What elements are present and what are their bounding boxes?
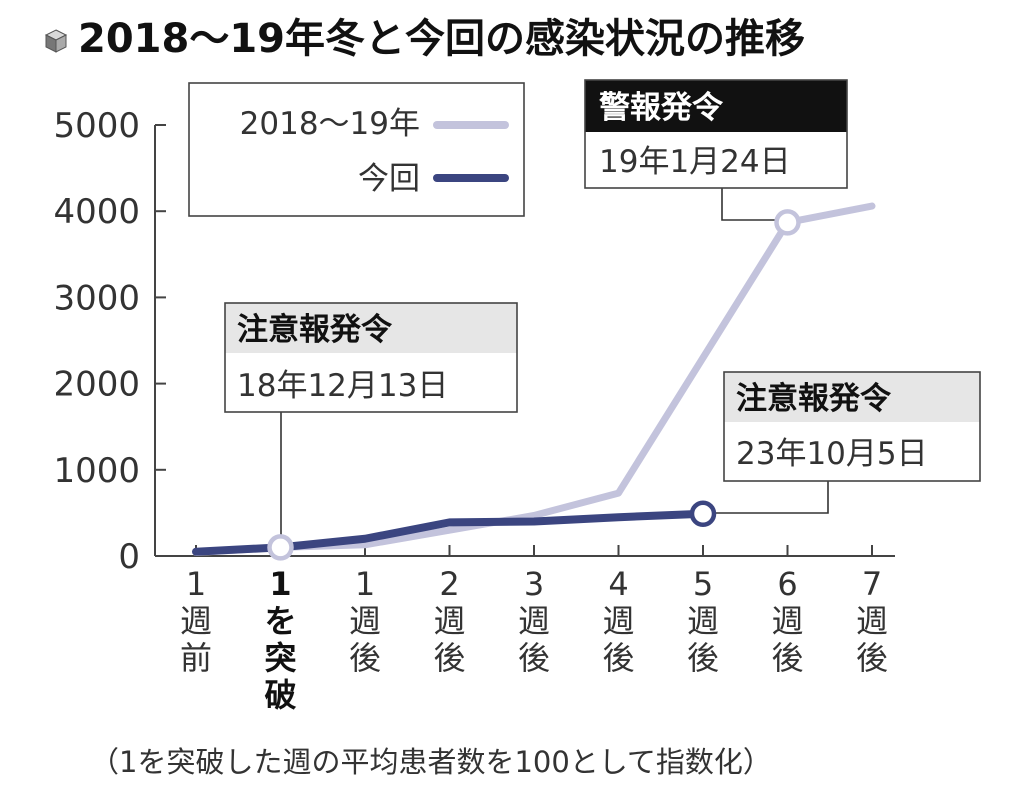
annotation-header-bg (585, 80, 847, 132)
legend: 2018～19年 今回 (188, 82, 525, 217)
annotation-date: 18年12月13日 (237, 368, 448, 404)
x-tick-label: 5 週後 (687, 565, 719, 677)
x-tick-label: 4 週後 (602, 565, 634, 677)
annotation-heading: 警報発令 (599, 90, 724, 126)
x-tick-label: 1 週後 (349, 565, 381, 677)
x-tick-label: 1 週前 (180, 565, 212, 677)
marker-layer (267, 209, 801, 561)
x-tick-label: 6 週後 (771, 565, 803, 677)
annotation-heading: 注意報発令 (736, 381, 892, 417)
legend-box (188, 82, 525, 217)
leader-warning-2019 (721, 188, 784, 221)
x-tick-label: 2 週後 (433, 565, 465, 677)
x-tick-label: 3 週後 (518, 565, 550, 677)
axes: 0 1000 2000 3000 4000 5000 1 週前 1 を突破 1 週後 2 週後 3 週後 4 週… (53, 106, 895, 714)
cube-icon (44, 29, 68, 53)
annotation-leaders (280, 188, 829, 545)
annotation-header-bg (225, 303, 517, 353)
series-marker (774, 209, 801, 236)
y-tick-label: 4000 (53, 192, 140, 232)
leader-caution-2023 (713, 481, 829, 514)
title-group: 2018～19年冬と今回の感染状況の推移 (44, 16, 805, 62)
chart-title: 2018～19年冬と今回の感染状況の推移 (78, 16, 805, 62)
y-tick-label: 1000 (53, 451, 140, 491)
x-ticks: 1 週前 1 を突破 1 週後 2 週後 3 週後 4 週後 5 週後 6 週後 7 週後 (180, 545, 888, 714)
annotation-header-bg (724, 372, 980, 422)
legend-label-2018: 2018～19年 (240, 106, 420, 142)
legend-label-current: 今回 (358, 161, 420, 197)
annotation-box (723, 371, 981, 482)
y-tick-label: 3000 (53, 278, 140, 318)
y-tick-label: 2000 (53, 365, 140, 405)
x-tick-label: 1 を突破 (264, 565, 296, 714)
x-tick-label: 7 週後 (856, 565, 888, 677)
annotation-heading: 注意報発令 (237, 312, 393, 348)
annotation-date: 19年1月24日 (599, 144, 791, 180)
annotation-box (584, 79, 848, 189)
annotation-caution-2018: 注意報発令 18年12月13日 (224, 302, 518, 413)
annotation-caution-2023: 注意報発令 23年10月5日 (723, 371, 981, 482)
footnote: （1を突破した週の平均患者数を100として指数化） (90, 745, 772, 779)
annotation-box (224, 302, 518, 413)
series-marker (689, 500, 717, 528)
y-tick-label: 5000 (53, 106, 140, 146)
annotation-date: 23年10月5日 (736, 436, 928, 472)
annotation-warning-2019: 警報発令 19年1月24日 (584, 79, 848, 189)
series-marker (267, 534, 294, 561)
y-tick-label: 0 (118, 537, 140, 577)
y-ticks: 0 1000 2000 3000 4000 5000 (53, 106, 166, 577)
